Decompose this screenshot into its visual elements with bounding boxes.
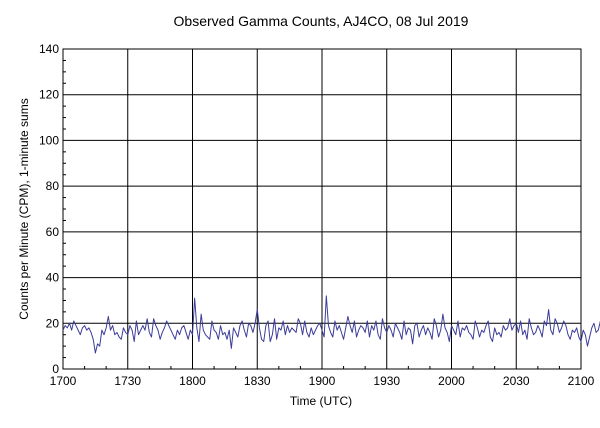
y-axis-ticks: 0 20 40 60 80 100 120 140 <box>39 42 59 376</box>
x-tick-label-2: 1800 <box>179 374 206 388</box>
x-tick-label-1: 1730 <box>114 374 141 388</box>
x-axis-ticks: 1700 1730 1800 1830 1900 1930 2000 2030 2100 <box>50 374 595 388</box>
y-tick-label-3: 60 <box>46 225 60 239</box>
y-tick-label-7: 140 <box>39 42 59 56</box>
y-tick-label-4: 80 <box>46 179 60 193</box>
x-tick-label-3: 1830 <box>244 374 271 388</box>
chart-title: Observed Gamma Counts, AJ4CO, 08 Jul 201… <box>174 13 469 29</box>
x-tick-label-7: 2030 <box>503 374 530 388</box>
y-tick-label-1: 20 <box>46 316 60 330</box>
y-axis-label: Counts per Minute (CPM), 1-minute sums <box>17 98 31 319</box>
series-line-gamma-counts <box>62 295 600 354</box>
y-tick-label-2: 40 <box>46 271 60 285</box>
x-tick-label-0: 1700 <box>50 374 77 388</box>
x-axis-label: Time (UTC) <box>290 394 352 408</box>
grid-lines <box>63 49 581 369</box>
y-tick-label-5: 100 <box>39 133 59 147</box>
y-tick-label-6: 120 <box>39 88 59 102</box>
x-tick-label-5: 1930 <box>373 374 400 388</box>
x-tick-label-6: 2000 <box>438 374 465 388</box>
y-tick-label-0: 0 <box>52 362 59 376</box>
x-tick-label-8: 2100 <box>568 374 595 388</box>
minor-ticks <box>63 59 560 369</box>
x-tick-label-4: 1900 <box>309 374 336 388</box>
